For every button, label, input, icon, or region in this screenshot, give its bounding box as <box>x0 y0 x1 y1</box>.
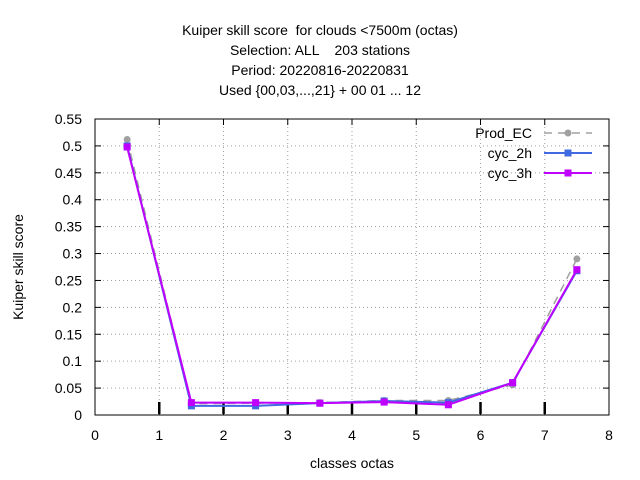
x-tick-label: 6 <box>477 427 485 443</box>
data-point-cyc_3h <box>509 379 517 387</box>
x-tick-label: 1 <box>155 427 163 443</box>
y-tick-label: 0.5 <box>63 138 83 154</box>
legend-label-cyc_2h: cyc_2h <box>488 145 532 161</box>
x-tick-label: 7 <box>541 427 549 443</box>
x-tick-label: 4 <box>348 427 356 443</box>
series-line-cyc_3h <box>126 146 578 406</box>
x-axis-label: classes octas <box>310 455 395 471</box>
legend-label-cyc_3h: cyc_3h <box>488 165 532 181</box>
legend-label-Prod_EC: Prod_EC <box>475 125 532 141</box>
x-tick-label: 5 <box>412 427 420 443</box>
y-tick-label: 0.15 <box>55 326 82 342</box>
legend-marker-cyc_3h <box>564 169 572 177</box>
y-tick-label: 0.2 <box>63 299 83 315</box>
x-tick-label: 2 <box>220 427 228 443</box>
x-tick-label: 3 <box>284 427 292 443</box>
data-point-cyc_3h <box>380 398 388 406</box>
data-point-Prod_EC <box>123 135 131 143</box>
chart-title-line-3: Period: 20220816-20220831 <box>231 62 409 78</box>
data-point-cyc_3h <box>316 399 324 407</box>
y-tick-label: 0.05 <box>55 380 82 396</box>
x-tick-label: 8 <box>605 427 613 443</box>
y-tick-label: 0.55 <box>55 111 82 127</box>
chart-title-line-2: Selection: ALL 203 stations <box>229 42 411 58</box>
x-tick-label: 0 <box>91 427 99 443</box>
y-tick-label: 0.45 <box>55 165 82 181</box>
y-tick-label: 0.25 <box>55 272 82 288</box>
y-tick-label: 0.4 <box>63 192 83 208</box>
data-point-cyc_3h <box>123 143 131 151</box>
y-tick-label: 0.3 <box>63 246 83 262</box>
legend-marker-Prod_EC <box>564 129 572 137</box>
data-point-cyc_3h <box>444 401 452 409</box>
y-tick-label: 0.35 <box>55 219 82 235</box>
legend-marker-cyc_2h <box>564 149 572 157</box>
data-point-cyc_3h <box>573 266 581 274</box>
y-tick-label: 0.1 <box>63 353 83 369</box>
chart-title-line-4: Used {00,03,...,21} + 00 01 ... 12 <box>219 82 421 98</box>
data-point-cyc_3h <box>252 399 260 407</box>
chart-title-line-1: Kuiper skill score for clouds <7500m (oc… <box>182 22 458 38</box>
y-tick-label: 0 <box>74 407 82 423</box>
data-point-Prod_EC <box>573 255 581 263</box>
y-axis-label: Kuiper skill score <box>9 214 26 320</box>
data-point-cyc_3h <box>187 399 195 407</box>
